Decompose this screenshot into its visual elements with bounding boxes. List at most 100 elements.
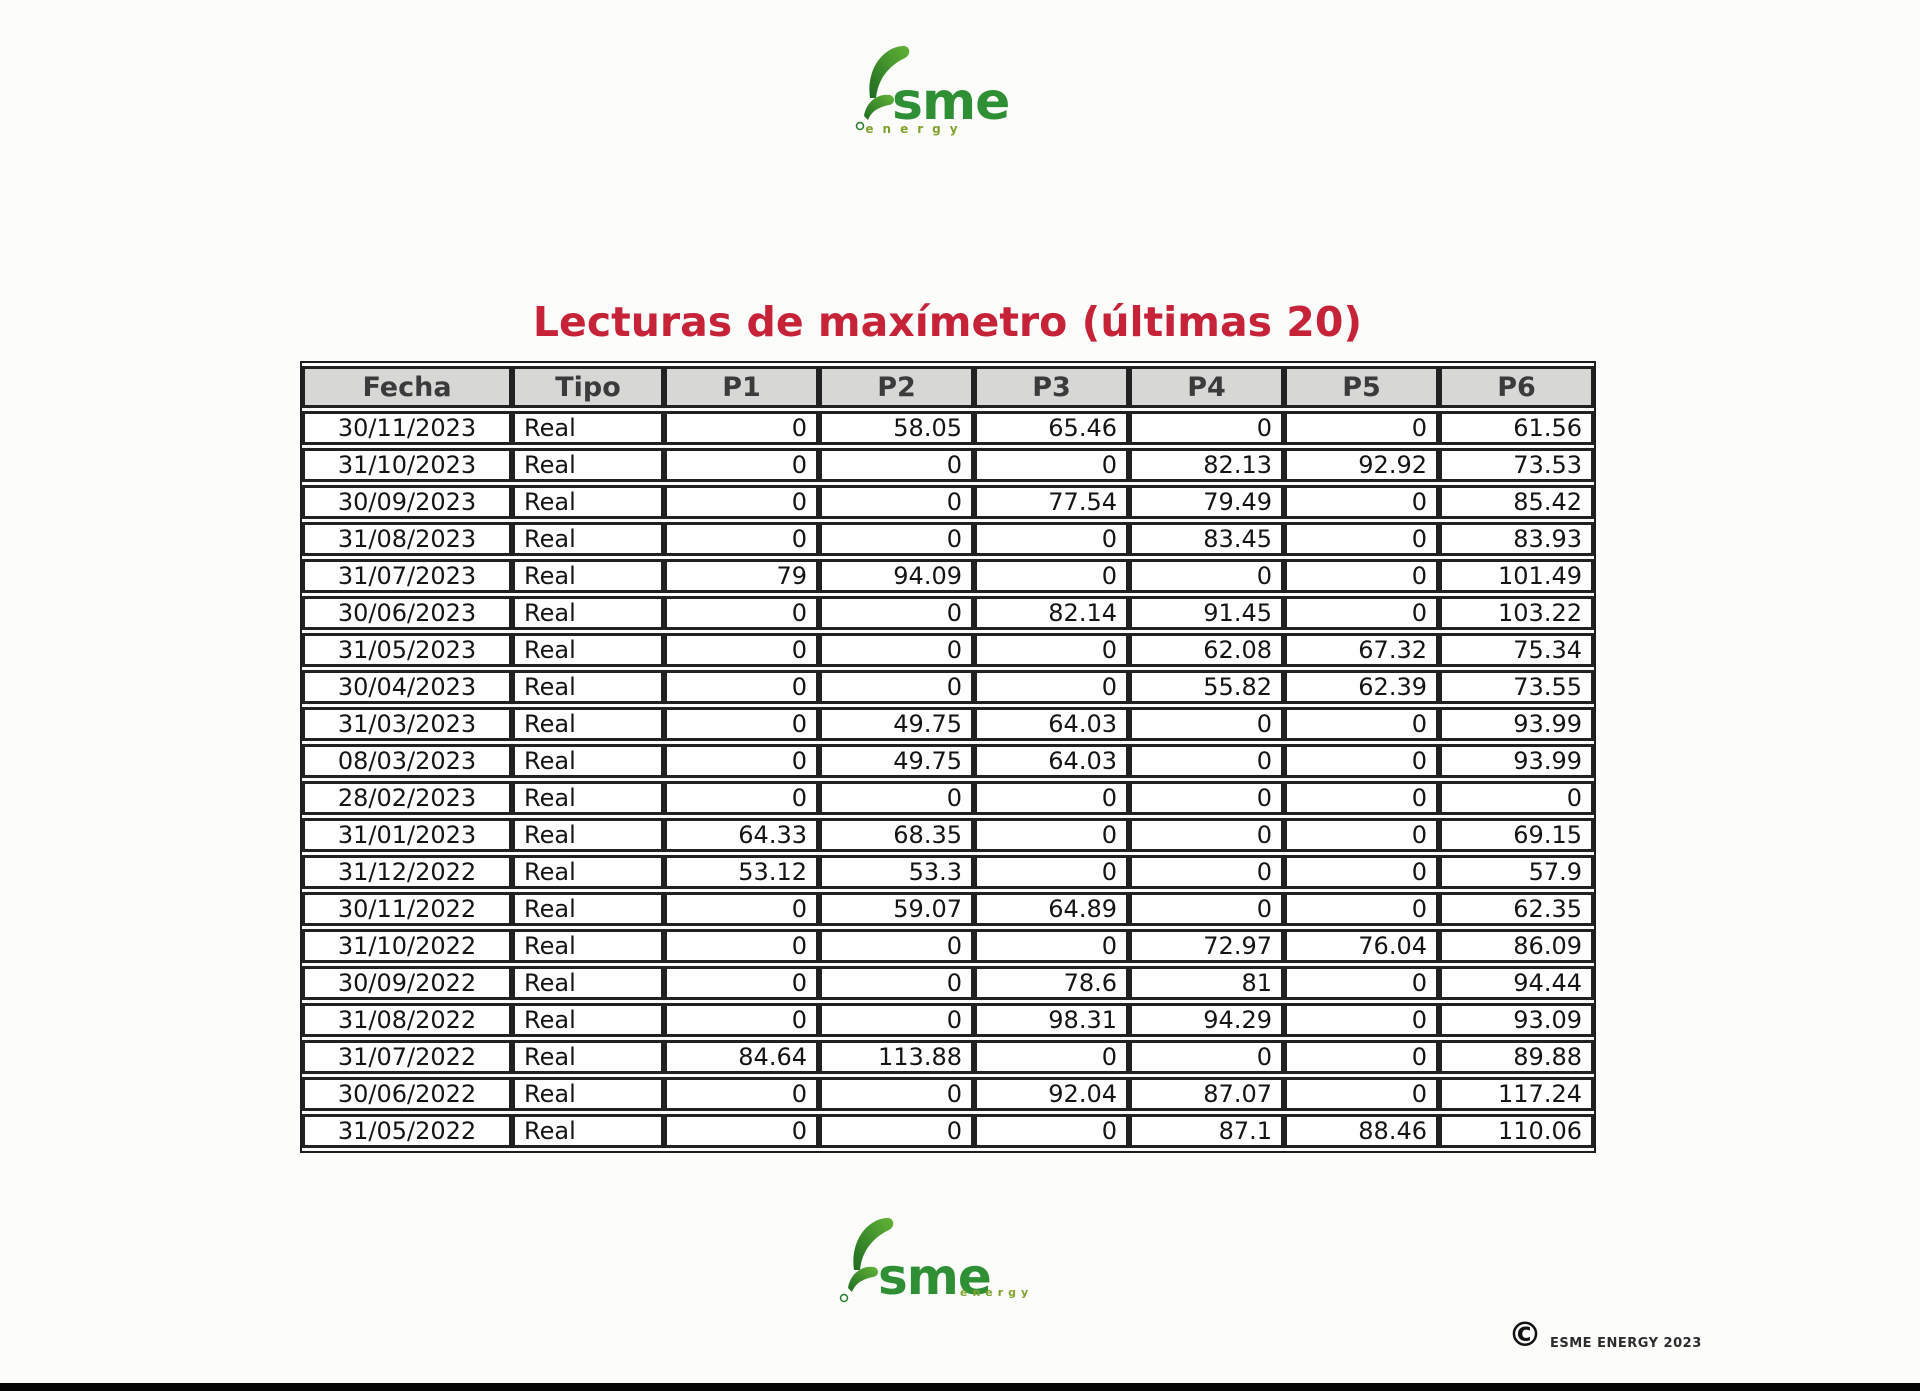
copyright-icon: © — [1508, 1315, 1542, 1355]
sme-energy-logo-bottom: sme energy — [832, 1212, 1042, 1312]
table-cell: Real — [512, 1114, 664, 1148]
table-cell: 57.9 — [1439, 855, 1594, 889]
table-cell: 0 — [974, 633, 1129, 667]
table-cell: 72.97 — [1129, 929, 1284, 963]
table-cell: 84.64 — [664, 1040, 819, 1074]
table-cell: 0 — [974, 855, 1129, 889]
table-cell: Real — [512, 855, 664, 889]
table-row: 28/02/2023 Real 0 0 0 0 0 0 — [302, 781, 1594, 815]
table-cell: 75.34 — [1439, 633, 1594, 667]
table-cell: 08/03/2023 — [302, 744, 512, 778]
table-cell: 53.3 — [819, 855, 974, 889]
table-cell: 93.99 — [1439, 744, 1594, 778]
table-row: 31/08/2022 Real 0 0 98.31 94.29 0 93.09 — [302, 1003, 1594, 1037]
table-cell: 0 — [1129, 411, 1284, 445]
table-cell: 31/05/2022 — [302, 1114, 512, 1148]
table-cell: 68.35 — [819, 818, 974, 852]
table-cell: 0 — [1129, 744, 1284, 778]
page-title: Lecturas de maxímetro (últimas 20) — [532, 298, 1363, 346]
table-cell: 58.05 — [819, 411, 974, 445]
table-cell: 69.15 — [1439, 818, 1594, 852]
table-cell: 0 — [974, 929, 1129, 963]
table-cell: 0 — [1284, 596, 1439, 630]
table-cell: 113.88 — [819, 1040, 974, 1074]
table-cell: 0 — [664, 448, 819, 482]
table-cell: 49.75 — [819, 744, 974, 778]
table-cell: 0 — [1284, 1040, 1439, 1074]
table-row: 31/03/2023 Real 0 49.75 64.03 0 0 93.99 — [302, 707, 1594, 741]
table-row: 31/12/2022 Real 53.12 53.3 0 0 0 57.9 — [302, 855, 1594, 889]
table-cell: 0 — [664, 966, 819, 1000]
table-cell: 64.33 — [664, 818, 819, 852]
table-cell: 0 — [974, 781, 1129, 815]
table-cell: 101.49 — [1439, 559, 1594, 593]
table-cell: 0 — [664, 929, 819, 963]
table-cell: Real — [512, 744, 664, 778]
table-cell: 0 — [1439, 781, 1594, 815]
table-cell: 0 — [1284, 559, 1439, 593]
scan-artifact-bar — [0, 1383, 1920, 1391]
table-cell: 73.55 — [1439, 670, 1594, 704]
table-row: 30/11/2022 Real 0 59.07 64.89 0 0 62.35 — [302, 892, 1594, 926]
table-cell: 0 — [819, 448, 974, 482]
table-cell: 88.46 — [1284, 1114, 1439, 1148]
table-cell: 31/10/2023 — [302, 448, 512, 482]
table-cell: 76.04 — [1284, 929, 1439, 963]
table-cell: 0 — [819, 670, 974, 704]
table-cell: Real — [512, 892, 664, 926]
table-cell: 0 — [1129, 781, 1284, 815]
column-header-p2: P2 — [819, 366, 974, 408]
table-cell: Real — [512, 670, 664, 704]
table-cell: 0 — [1129, 892, 1284, 926]
table-cell: 31/12/2022 — [302, 855, 512, 889]
table-cell: 0 — [1284, 707, 1439, 741]
table-cell: 31/08/2022 — [302, 1003, 512, 1037]
table-row: 30/11/2023 Real 0 58.05 65.46 0 0 61.56 — [302, 411, 1594, 445]
sme-energy-logo-top: sme energy — [848, 40, 1010, 136]
table-cell: Real — [512, 1003, 664, 1037]
table-cell: 103.22 — [1439, 596, 1594, 630]
table-cell: 82.13 — [1129, 448, 1284, 482]
table-cell: 64.03 — [974, 744, 1129, 778]
table-cell: 0 — [819, 1077, 974, 1111]
table-row: 31/08/2023 Real 0 0 0 83.45 0 83.93 — [302, 522, 1594, 556]
table-cell: Real — [512, 966, 664, 1000]
table-cell: Real — [512, 448, 664, 482]
table-cell: 77.54 — [974, 485, 1129, 519]
table-cell: 91.45 — [1129, 596, 1284, 630]
table-cell: 78.6 — [974, 966, 1129, 1000]
table-cell: 93.99 — [1439, 707, 1594, 741]
column-header-p4: P4 — [1129, 366, 1284, 408]
table-cell: 0 — [1129, 818, 1284, 852]
table-cell: Real — [512, 1077, 664, 1111]
table-cell: 0 — [1129, 1040, 1284, 1074]
table-cell: 0 — [664, 411, 819, 445]
table-cell: 0 — [664, 485, 819, 519]
table-cell: 64.03 — [974, 707, 1129, 741]
table-cell: 31/07/2023 — [302, 559, 512, 593]
table-cell: 0 — [974, 818, 1129, 852]
table-cell: 0 — [664, 744, 819, 778]
column-header-p5: P5 — [1284, 366, 1439, 408]
table-row: 31/01/2023 Real 64.33 68.35 0 0 0 69.15 — [302, 818, 1594, 852]
table-row: 30/06/2023 Real 0 0 82.14 91.45 0 103.22 — [302, 596, 1594, 630]
table-row: 31/07/2023 Real 79 94.09 0 0 0 101.49 — [302, 559, 1594, 593]
table-cell: 0 — [819, 781, 974, 815]
table-cell: 81 — [1129, 966, 1284, 1000]
table-cell: 0 — [819, 596, 974, 630]
table-row: 30/06/2022 Real 0 0 92.04 87.07 0 117.24 — [302, 1077, 1594, 1111]
table-cell: 64.89 — [974, 892, 1129, 926]
table-cell: 0 — [664, 1077, 819, 1111]
table-row: 30/04/2023 Real 0 0 0 55.82 62.39 73.55 — [302, 670, 1594, 704]
table-cell: 0 — [819, 633, 974, 667]
table-cell: 0 — [1284, 485, 1439, 519]
table-cell: 0 — [664, 781, 819, 815]
table-cell: Real — [512, 818, 664, 852]
table-cell: 0 — [1284, 781, 1439, 815]
table-row: 31/10/2023 Real 0 0 0 82.13 92.92 73.53 — [302, 448, 1594, 482]
table-cell: 110.06 — [1439, 1114, 1594, 1148]
column-header-p1: P1 — [664, 366, 819, 408]
table-cell: 0 — [664, 892, 819, 926]
table-cell: 89.88 — [1439, 1040, 1594, 1074]
table-cell: 0 — [819, 929, 974, 963]
